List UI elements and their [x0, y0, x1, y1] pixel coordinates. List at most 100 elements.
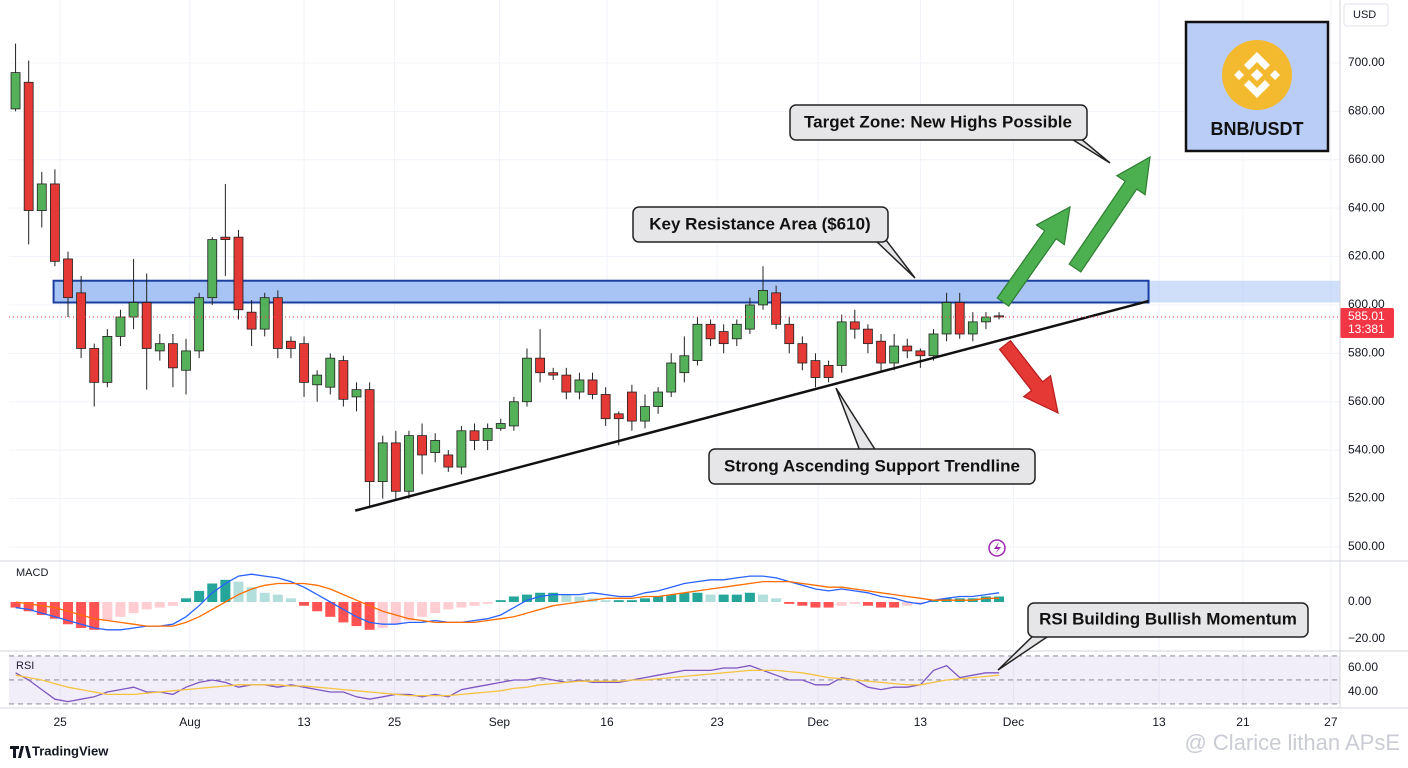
- candle-body: [731, 323, 742, 340]
- candle-body: [259, 297, 270, 330]
- histogram-bar: [167, 602, 178, 606]
- y-tick-label: 560.00: [1348, 394, 1385, 408]
- callout-box: [632, 206, 889, 243]
- candle-body: [640, 406, 650, 422]
- indicator-line: [15, 573, 1000, 631]
- histogram-bar: [456, 602, 467, 608]
- histogram-bar: [718, 594, 729, 603]
- event-icon: [994, 542, 1001, 554]
- candle-body: [535, 357, 545, 374]
- y-tick-label: 500.00: [1348, 539, 1385, 553]
- histogram-bar: [744, 592, 755, 603]
- callout: RSI Building Bullish Momentum: [997, 602, 1309, 671]
- x-tick-label: 13: [297, 715, 311, 729]
- histogram-bar: [89, 602, 100, 630]
- x-tick-label: Sep: [489, 715, 511, 729]
- histogram-bar: [338, 602, 349, 623]
- candle-body: [194, 297, 205, 352]
- y-tick-label: 40.00: [1348, 684, 1378, 698]
- resistance-zone: [52, 279, 1150, 304]
- candle-body: [430, 440, 441, 453]
- histogram-bar: [469, 602, 480, 606]
- histogram-bar: [246, 587, 257, 603]
- candle-body: [797, 343, 808, 364]
- watermark: @ Clarice lithan APsE: [1184, 730, 1400, 755]
- badge-text: BNB/USDT: [1211, 119, 1304, 139]
- histogram-bar: [508, 596, 519, 603]
- direction-arrow: [1068, 155, 1151, 273]
- candle-body: [286, 340, 296, 349]
- histogram-bar: [994, 596, 1005, 603]
- histogram-bar: [653, 596, 664, 603]
- histogram-bar: [862, 602, 873, 606]
- callout: Target Zone: New Highs Possible: [789, 104, 1111, 164]
- direction-arrow: [998, 339, 1059, 415]
- candle-body: [522, 357, 532, 403]
- candle-body: [404, 435, 414, 492]
- pane-title: RSI: [16, 660, 34, 672]
- histogram-bar: [154, 602, 165, 608]
- candle-body: [705, 323, 716, 340]
- candle-body: [849, 321, 860, 330]
- candle-body: [390, 442, 401, 492]
- histogram-bar: [364, 602, 375, 630]
- y-tick-label: 580.00: [1348, 345, 1385, 359]
- histogram-bar: [390, 602, 401, 625]
- histogram-bar: [272, 594, 283, 603]
- candle-body: [994, 315, 1004, 318]
- candle-body: [377, 442, 388, 482]
- event-icon: [988, 539, 1006, 557]
- x-tick-label: 13: [1152, 715, 1166, 729]
- histogram-bar: [613, 600, 624, 603]
- candle-body: [495, 423, 506, 429]
- candle-body: [36, 183, 47, 211]
- candle-body: [338, 360, 349, 400]
- last-price-box: [1340, 308, 1394, 339]
- candle-body: [810, 360, 821, 378]
- callout-box: [1027, 602, 1309, 638]
- y-tick-label: −20.00: [1348, 631, 1385, 645]
- candle-body: [784, 323, 795, 345]
- histogram-bar: [495, 600, 506, 603]
- candle-body: [364, 389, 375, 482]
- candle-body: [613, 413, 624, 420]
- candle-body: [967, 321, 978, 335]
- y-tick-label: 620.00: [1348, 249, 1385, 263]
- histogram-bar: [666, 594, 677, 603]
- y-tick-label: 680.00: [1348, 103, 1385, 117]
- y-tick-label: 540.00: [1348, 442, 1385, 456]
- callout-text: Target Zone: New Highs Possible: [804, 112, 1072, 131]
- histogram-bar: [731, 594, 742, 603]
- histogram-bar: [574, 596, 585, 603]
- indicator-line: [15, 669, 1000, 697]
- x-tick-label: Dec: [1003, 715, 1024, 729]
- candle-body: [863, 328, 873, 345]
- candle-body: [758, 290, 768, 306]
- x-tick-label: 13: [914, 715, 928, 729]
- x-tick-label: Aug: [179, 715, 200, 729]
- currency-box: [1343, 3, 1389, 27]
- candle-body: [76, 292, 87, 349]
- candle-body: [902, 345, 913, 352]
- x-tick-label: 25: [53, 715, 67, 729]
- candle-body: [692, 323, 703, 361]
- histogram-bar: [443, 602, 454, 610]
- candle-body: [443, 454, 454, 468]
- candle-body: [981, 316, 991, 323]
- candle-body: [548, 372, 559, 376]
- histogram-bar: [692, 592, 703, 603]
- branding: TradingView: [10, 743, 109, 758]
- callout-box: [789, 104, 1088, 141]
- candle-body: [928, 333, 939, 357]
- last-price-label: 585.01: [1348, 309, 1385, 323]
- histogram-bar: [561, 594, 572, 603]
- histogram-bar: [810, 602, 821, 608]
- candle-body: [600, 394, 611, 420]
- candle-body: [272, 297, 283, 349]
- callout-text: Key Resistance Area ($610): [649, 214, 870, 233]
- x-tick-label: 21: [1236, 715, 1250, 729]
- candle-body: [626, 391, 637, 422]
